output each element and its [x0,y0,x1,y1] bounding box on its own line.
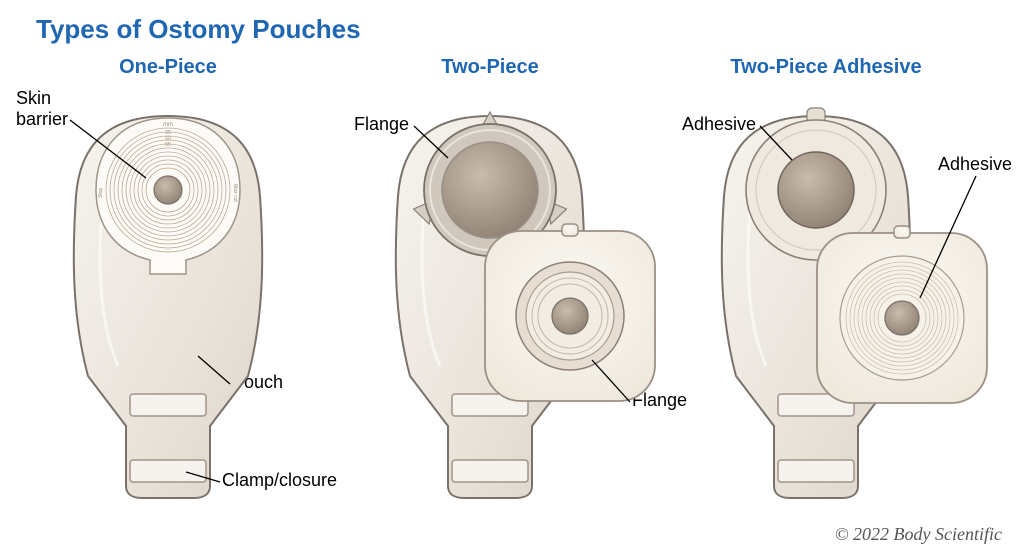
svg-text:Max cut: Max cut [232,184,238,202]
diagram-svg: mm 65 60 55 Stop Max cut [0,0,1024,553]
svg-text:55: 55 [165,142,171,148]
two-piece-adhesive-pouch [722,108,987,498]
svg-text:Stop: Stop [98,188,104,199]
svg-text:mm: mm [163,122,173,128]
two-piece-pouch [396,112,655,498]
one-piece-pouch: mm 65 60 55 Stop Max cut [74,116,262,498]
